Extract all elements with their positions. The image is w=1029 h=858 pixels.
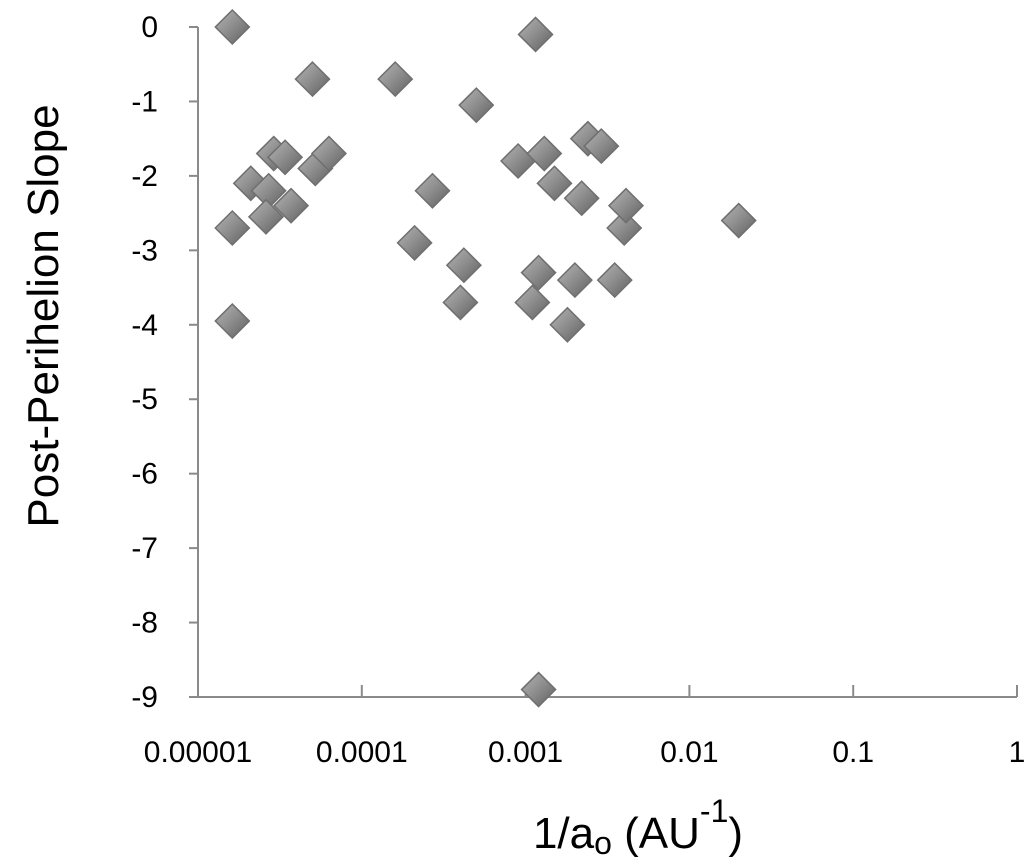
x-tick-label: 0.00001 bbox=[144, 736, 252, 769]
data-point-marker bbox=[443, 285, 477, 319]
data-point-marker bbox=[565, 181, 599, 215]
x-axis-label-superscript: -1 bbox=[700, 793, 728, 829]
data-point-marker bbox=[215, 304, 249, 338]
x-axis-label: 1/ao (AU-1) bbox=[533, 793, 743, 858]
y-tick-labels: 0 -1 -2 -3 -4 -5 -6 -7 -8 -9 bbox=[131, 11, 158, 714]
y-tick-label: -5 bbox=[131, 383, 158, 416]
y-tick-label: -4 bbox=[131, 309, 158, 342]
data-point-marker bbox=[295, 62, 329, 96]
data-point-marker bbox=[215, 211, 249, 245]
y-tick-label: -3 bbox=[131, 234, 158, 267]
data-point-marker bbox=[522, 673, 556, 707]
data-point-marker bbox=[537, 166, 571, 200]
y-tick-label: 0 bbox=[141, 11, 158, 44]
y-tick-label: -8 bbox=[131, 607, 158, 640]
y-tick-label: -7 bbox=[131, 532, 158, 565]
data-point-marker bbox=[215, 10, 249, 44]
x-axis-label-middle: (AU bbox=[612, 809, 700, 858]
data-point-marker bbox=[522, 256, 556, 290]
plot-axes bbox=[189, 27, 1017, 697]
x-tick-label: 1 bbox=[1009, 736, 1026, 769]
y-tick-label: -2 bbox=[131, 160, 158, 193]
x-tick-labels: 0.00001 0.0001 0.001 0.01 0.1 1 bbox=[144, 736, 1026, 769]
data-point-marker bbox=[609, 189, 643, 223]
x-tick-label: 0.01 bbox=[660, 736, 718, 769]
y-tick-label: -1 bbox=[131, 85, 158, 118]
data-points bbox=[215, 10, 755, 707]
data-point-marker bbox=[550, 308, 584, 342]
x-tick-label: 0.0001 bbox=[316, 736, 408, 769]
data-point-marker bbox=[598, 263, 632, 297]
data-point-marker bbox=[519, 17, 553, 51]
data-point-marker bbox=[501, 144, 535, 178]
data-point-marker bbox=[722, 204, 756, 238]
data-point-marker bbox=[459, 88, 493, 122]
data-point-marker bbox=[527, 137, 561, 171]
data-point-marker bbox=[398, 226, 432, 260]
data-point-marker bbox=[515, 285, 549, 319]
x-tick-label: 0.1 bbox=[832, 736, 874, 769]
y-tick-label: -9 bbox=[131, 681, 158, 714]
data-point-marker bbox=[415, 174, 449, 208]
data-point-marker bbox=[447, 248, 481, 282]
data-point-marker bbox=[558, 263, 592, 297]
y-tick-label: -6 bbox=[131, 458, 158, 491]
x-tick-label: 0.001 bbox=[488, 736, 563, 769]
data-point-marker bbox=[378, 62, 412, 96]
x-axis-label-prefix: 1/a bbox=[533, 809, 595, 858]
x-axis-label-subscript: o bbox=[594, 825, 612, 858]
y-axis-label: Post-Perihelion Slope bbox=[19, 104, 68, 527]
x-axis-label-suffix: ) bbox=[728, 809, 743, 858]
